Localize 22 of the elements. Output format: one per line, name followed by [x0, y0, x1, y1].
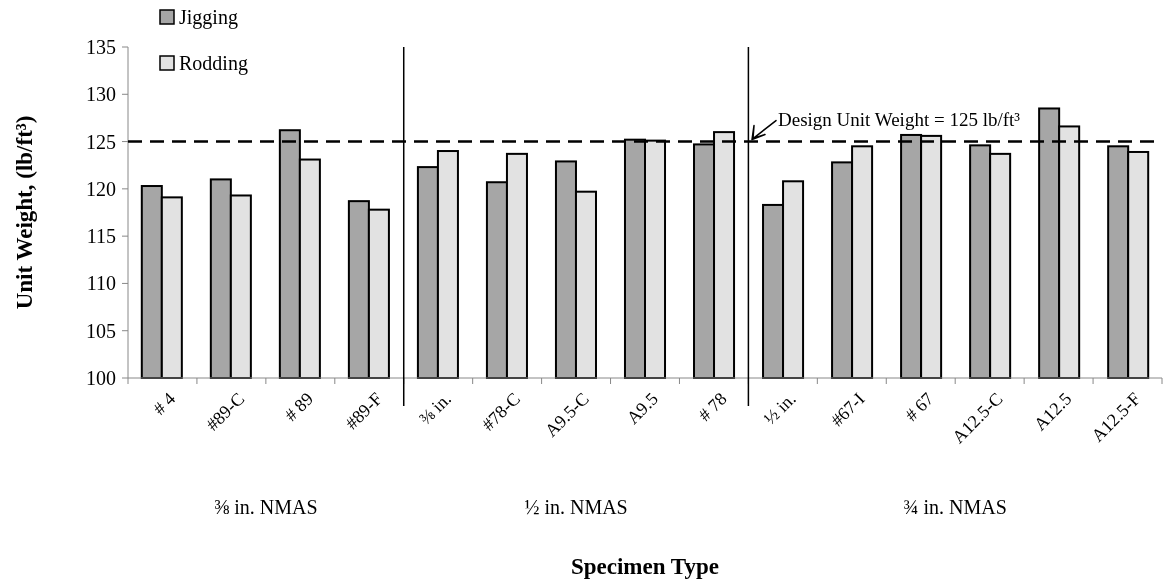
legend-label: Jigging — [179, 6, 238, 29]
y-tick-label: 125 — [86, 130, 116, 153]
text: ¾ in. NMAS — [903, 496, 1007, 518]
x-tick-label: # 78 — [694, 388, 731, 426]
legend-label: Design Unit Weight = 125 lb/ft³ — [778, 108, 1021, 130]
text: ½ in. NMAS — [524, 496, 628, 518]
y-axis-title: Unit Weight, (lb/ft³) — [12, 115, 37, 310]
y-tick-label: 130 — [86, 83, 116, 106]
y-tick-label: 135 — [86, 36, 116, 58]
legend-label: Rodding — [179, 52, 248, 75]
text: ⅜ in. NMAS — [214, 496, 318, 518]
x-tick-label: # 89 — [280, 388, 318, 426]
x-tick-label: # 67 — [901, 388, 938, 426]
x-tick-label: ⅜ in. — [415, 388, 456, 429]
y-tick-label: 115 — [86, 225, 116, 248]
y-tick-label: 100 — [86, 367, 116, 389]
y-tick-label: 120 — [86, 177, 116, 200]
x-axis-title: Specimen Type — [570, 554, 720, 579]
x-tick-label: ½ in. — [759, 388, 800, 429]
x-tick-label: # 4 — [149, 388, 180, 419]
y-tick-label: 105 — [86, 319, 116, 342]
y-tick-label: 110 — [86, 272, 116, 295]
